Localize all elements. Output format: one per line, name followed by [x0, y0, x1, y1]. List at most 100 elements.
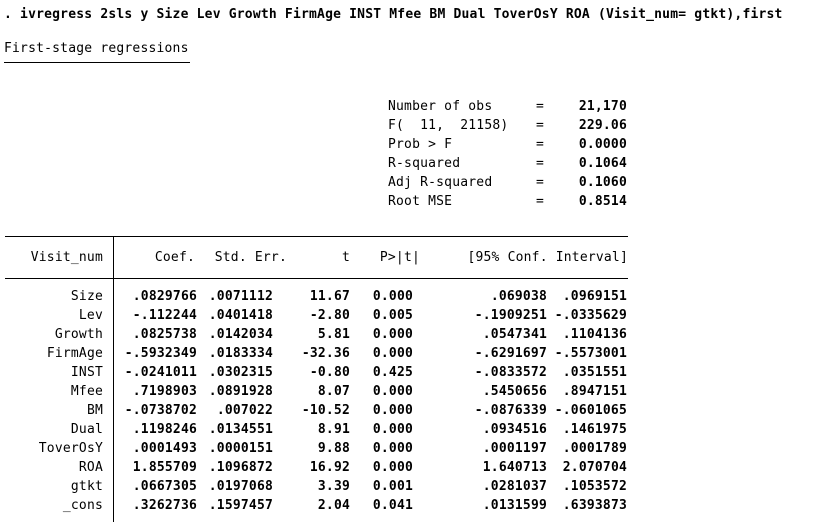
table-row: Growth .0825738 .0142034 5.81 0.000 .054… — [5, 325, 627, 344]
stat-label: Prob > F — [388, 137, 453, 152]
cell-ci-high: .8947151 — [562, 384, 627, 399]
stat-equals: = — [535, 118, 545, 133]
table-row: BM -.0738702 .007022 -10.52 0.000 -.0876… — [5, 401, 627, 420]
header-depvar: Visit_num — [30, 250, 103, 265]
row-var-label: Dual — [70, 422, 103, 437]
table-row: Lev -.112244 .0401418 -2.80 0.005 -.1909… — [5, 306, 627, 325]
row-var-label: gtkt — [70, 479, 103, 494]
stat-row: F( 11, 21158) = 229.06 — [388, 116, 627, 135]
stat-equals: = — [535, 156, 545, 171]
cell-coef: .7198903 — [132, 384, 197, 399]
stat-equals: = — [535, 99, 545, 114]
cell-ci-high: .1104136 — [562, 327, 627, 342]
cell-t: 8.07 — [317, 384, 350, 399]
stat-row: R-squared = 0.1064 — [388, 154, 627, 173]
cell-std-err: .1597457 — [208, 498, 273, 513]
stat-value: 21,170 — [578, 99, 627, 114]
cell-std-err: .0134551 — [208, 422, 273, 437]
cell-p: 0.425 — [372, 365, 413, 380]
cell-std-err: .0401418 — [208, 308, 273, 323]
row-var-label: FirmAge — [46, 346, 103, 361]
cell-p: 0.001 — [372, 479, 413, 494]
stat-label: Number of obs — [388, 99, 493, 114]
table-header-row: Visit_num Coef. Std. Err. t P>|t| [95% C… — [5, 250, 628, 265]
cell-coef: .1198246 — [132, 422, 197, 437]
cell-p: 0.000 — [372, 441, 413, 456]
cell-p: 0.000 — [372, 422, 413, 437]
cell-ci-low: .0001197 — [482, 441, 547, 456]
cell-std-err: .0891928 — [208, 384, 273, 399]
section-title-underline — [4, 62, 190, 63]
cell-t: -10.52 — [301, 403, 350, 418]
stat-value: 0.1060 — [578, 175, 627, 190]
cell-ci-high: .0351551 — [562, 365, 627, 380]
table-row: ROA 1.855709 .1096872 16.92 0.000 1.6407… — [5, 458, 627, 477]
results-table-body: Size .0829766 .0071112 11.67 0.000 .0690… — [5, 287, 627, 515]
row-var-label: BM — [86, 403, 103, 418]
table-row: ToverOsY .0001493 .0000151 9.88 0.000 .0… — [5, 439, 627, 458]
stat-label: R-squared — [388, 156, 461, 171]
stat-equals: = — [535, 194, 545, 209]
cell-p: 0.000 — [372, 403, 413, 418]
header-p: P>|t| — [379, 250, 420, 265]
row-var-label: Lev — [78, 308, 103, 323]
cell-ci-high: .0001789 — [562, 441, 627, 456]
cell-p: 0.041 — [372, 498, 413, 513]
stat-label: Root MSE — [388, 194, 453, 209]
cell-coef: .0825738 — [132, 327, 197, 342]
stat-row: Adj R-squared = 0.1060 — [388, 173, 627, 192]
command-line: . ivregress 2sls y Size Lev Growth FirmA… — [4, 7, 783, 22]
row-var-label: Mfee — [70, 384, 103, 399]
cell-ci-low: .5450656 — [482, 384, 547, 399]
table-row: Dual .1198246 .0134551 8.91 0.000 .09345… — [5, 420, 627, 439]
cell-ci-low: 1.640713 — [482, 460, 547, 475]
row-var-label: Growth — [54, 327, 103, 342]
cell-p: 0.000 — [372, 384, 413, 399]
cell-std-err: .1096872 — [208, 460, 273, 475]
header-coef: Coef. — [154, 250, 195, 265]
cell-std-err: .0183334 — [208, 346, 273, 361]
cell-p: 0.000 — [372, 346, 413, 361]
cell-t: 11.67 — [309, 289, 350, 304]
table-row: FirmAge -.5932349 .0183334 -32.36 0.000 … — [5, 344, 627, 363]
cell-coef: .3262736 — [132, 498, 197, 513]
cell-std-err: .0142034 — [208, 327, 273, 342]
table-row: _cons .3262736 .1597457 2.04 0.041 .0131… — [5, 496, 627, 515]
cell-ci-low: -.0876339 — [474, 403, 547, 418]
cell-ci-high: -.0335629 — [554, 308, 627, 323]
table-header-divider — [5, 278, 628, 279]
cell-coef: -.5932349 — [124, 346, 197, 361]
cell-ci-low: .0547341 — [482, 327, 547, 342]
stat-row: Root MSE = 0.8514 — [388, 192, 627, 211]
stats-block: Number of obs = 21,170 F( 11, 21158) = 2… — [388, 97, 627, 211]
table-row: gtkt .0667305 .0197068 3.39 0.001 .02810… — [5, 477, 627, 496]
cell-ci-high: .1053572 — [562, 479, 627, 494]
cell-std-err: .0302315 — [208, 365, 273, 380]
cell-ci-high: 2.070704 — [562, 460, 627, 475]
stat-row: Number of obs = 21,170 — [388, 97, 627, 116]
cell-std-err: .0071112 — [208, 289, 273, 304]
row-var-label: ToverOsY — [38, 441, 103, 456]
cell-t: 3.39 — [317, 479, 350, 494]
header-t: t — [341, 250, 350, 265]
header-std-err: Std. Err. — [214, 250, 287, 265]
cell-ci-low: -.1909251 — [474, 308, 547, 323]
cell-t: 5.81 — [317, 327, 350, 342]
cell-ci-low: .0934516 — [482, 422, 547, 437]
cell-p: 0.000 — [372, 460, 413, 475]
cell-p: 0.000 — [372, 327, 413, 342]
header-conf-interval: [95% Conf. Interval] — [467, 250, 628, 265]
cell-t: -32.36 — [301, 346, 350, 361]
row-var-label: _cons — [62, 498, 103, 513]
cell-ci-high: .0969151 — [562, 289, 627, 304]
cell-ci-low: .069038 — [490, 289, 547, 304]
cell-ci-low: -.6291697 — [474, 346, 547, 361]
cell-ci-low: .0281037 — [482, 479, 547, 494]
cell-std-err: .0197068 — [208, 479, 273, 494]
cell-p: 0.000 — [372, 289, 413, 304]
stat-equals: = — [535, 175, 545, 190]
cell-ci-high: .6393873 — [562, 498, 627, 513]
stat-value: 0.0000 — [578, 137, 627, 152]
cell-coef: -.0738702 — [124, 403, 197, 418]
